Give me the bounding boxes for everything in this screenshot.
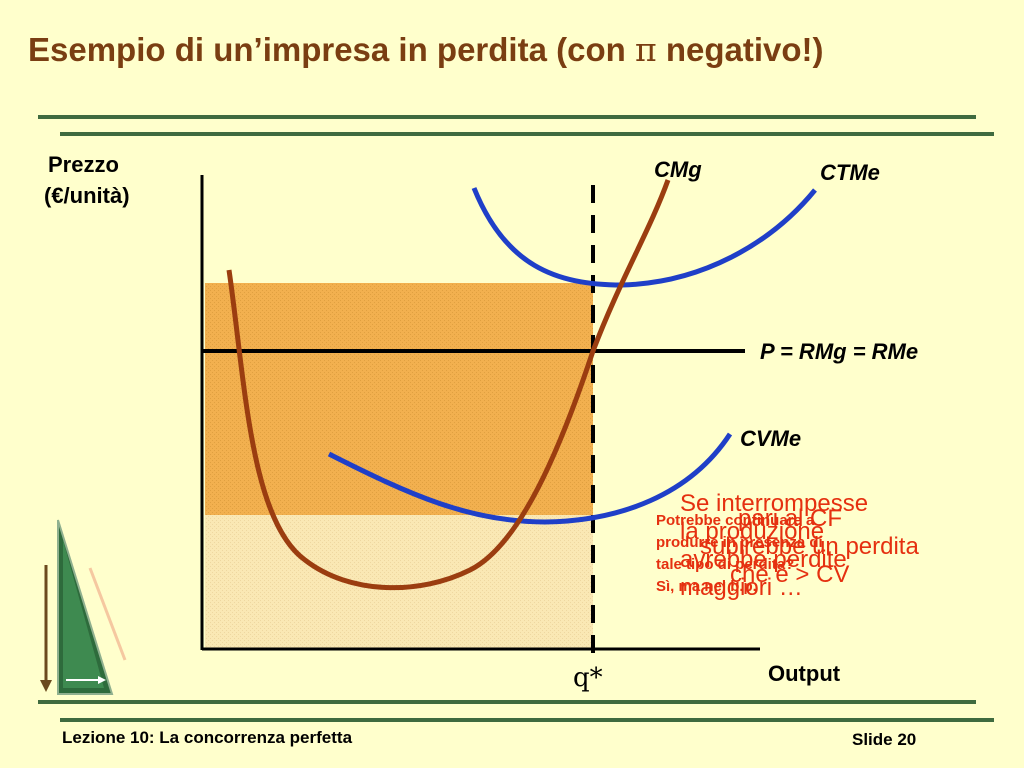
note-small: Potrebbe continuare a produrre in presen… bbox=[656, 510, 966, 598]
note-large-line-1: Se interrompesse bbox=[680, 490, 869, 517]
decorative-arrowhead-right-icon bbox=[98, 676, 106, 684]
note-large-line-2: la produzione bbox=[680, 518, 825, 545]
decorative-triangle-shade bbox=[63, 540, 104, 688]
note-small-line-2: produrre in presenza di bbox=[656, 534, 823, 551]
loss-area bbox=[205, 283, 593, 515]
title-text: Esempio di un’impresa in perdita (con bbox=[28, 31, 635, 68]
pi-symbol: π bbox=[634, 30, 657, 69]
y-axis-label-line2: (€/unità) bbox=[44, 183, 130, 208]
y-axis-label-line1: Prezzo bbox=[48, 152, 119, 177]
footer-lecture: Lezione 10: La concorrenza perfetta bbox=[62, 728, 353, 747]
note-overlay-line-3: che è > CV bbox=[730, 561, 850, 588]
note-small-line-3: tale tipo di perdita? bbox=[656, 556, 795, 573]
price-line-label: P = RMg = RMe bbox=[760, 339, 918, 364]
footer-slide-number: Slide 20 bbox=[852, 730, 917, 749]
q-star-label: q* bbox=[573, 663, 603, 693]
note-overlay-line-2: subirebbe un perdita bbox=[700, 533, 919, 560]
title-end: negativo!) bbox=[656, 31, 824, 68]
top-rule-2 bbox=[60, 132, 994, 136]
decorative-arrow-diag bbox=[88, 567, 127, 661]
note-large-line-3: avrebbe perdite bbox=[680, 546, 847, 573]
cmg-curve bbox=[226, 179, 671, 591]
note-overlay-line-1: pari al CF bbox=[738, 505, 843, 532]
bottom-rule-2 bbox=[60, 718, 994, 722]
note-small-line-1: Potrebbe continuare a bbox=[656, 512, 815, 529]
note-large-overlay: pari al CF subirebbe un perdita che è > … bbox=[700, 505, 1020, 589]
cvme-label: CVMe bbox=[740, 426, 801, 451]
cmg-label: CMg bbox=[654, 157, 702, 182]
variable-cost-area bbox=[205, 515, 593, 648]
top-rule-1 bbox=[38, 115, 976, 119]
cvme-curve bbox=[327, 432, 733, 525]
ctme-label: CTMe bbox=[820, 160, 880, 185]
bottom-rule-1 bbox=[38, 700, 976, 704]
note-large: Se interrompesse la produzione avrebbe p… bbox=[680, 490, 1000, 602]
x-axis-label: Output bbox=[768, 661, 841, 686]
decorative-arrowhead-down-icon bbox=[40, 680, 52, 692]
note-small-line-4: Sì, ma nel b.p. bbox=[656, 578, 757, 595]
slide-title: Esempio di un’impresa in perdita (con π … bbox=[28, 30, 824, 69]
note-large-line-4: maggiori … bbox=[680, 574, 803, 601]
